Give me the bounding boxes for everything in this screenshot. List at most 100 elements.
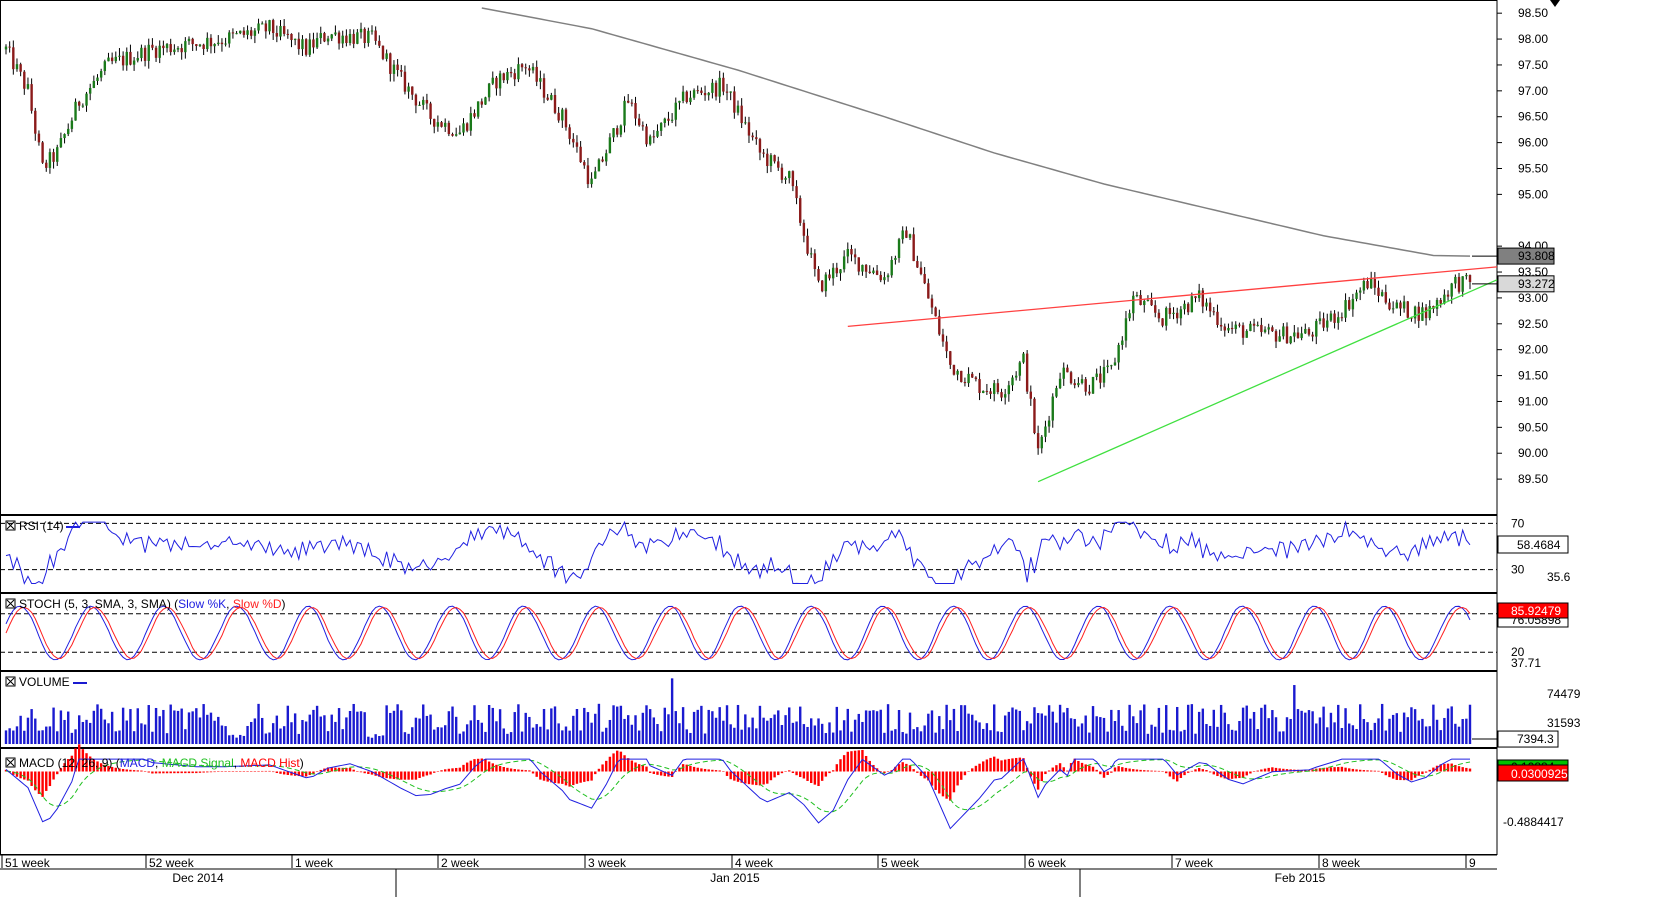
candle (462, 123, 465, 133)
macd-hist-bar (85, 753, 88, 772)
macd-hist-bar (56, 771, 59, 775)
candle (30, 84, 33, 111)
volume-bar (213, 720, 216, 744)
volume-bar (897, 710, 901, 744)
candle (583, 162, 586, 166)
candle (217, 42, 220, 44)
candle (894, 258, 897, 260)
volume-bar (875, 711, 879, 744)
volume-bar (1304, 712, 1307, 744)
volume-bar (857, 713, 860, 744)
volume-bar (945, 704, 948, 744)
candle (868, 271, 871, 273)
macd-hist-bar (1428, 769, 1431, 772)
stoch-collapse-icon[interactable] (5, 598, 16, 609)
candle (67, 128, 70, 135)
candle (1230, 327, 1234, 330)
volume-collapse-icon[interactable] (5, 676, 16, 687)
macd-hist-bar (945, 771, 948, 799)
candle (81, 105, 85, 107)
macd-hist-bar (239, 771, 242, 772)
macd-hist-bar (575, 771, 579, 784)
price-tick-label: 96.50 (1518, 110, 1548, 124)
volume-bar (758, 705, 762, 744)
candle (1267, 327, 1270, 330)
macd-hist-bar (751, 771, 754, 785)
macd-hist-bar (261, 770, 264, 772)
macd-hist-bar (1128, 768, 1131, 772)
volume-bar (242, 735, 246, 744)
macd-hist-bar (30, 771, 33, 786)
candle (1285, 326, 1289, 344)
candle (835, 267, 839, 274)
volume-bar (41, 730, 44, 744)
macd-hist-bar (1168, 771, 1172, 777)
candle (125, 51, 128, 66)
volume-bar (941, 729, 945, 744)
volume-bar (286, 705, 290, 744)
macd-hist-bar (1099, 771, 1102, 775)
macd-hist-bar (568, 771, 571, 787)
macd-hist-bar (436, 771, 440, 772)
macd-hist-bar (1073, 758, 1076, 772)
macd-close-icon (6, 758, 15, 767)
volume-bar (736, 704, 740, 744)
macd-hist-bar (257, 770, 260, 772)
candle (1183, 303, 1186, 310)
volume-bar (1186, 704, 1190, 744)
candle (191, 38, 194, 45)
volume-bar (381, 735, 385, 744)
volume-bar (1172, 730, 1175, 744)
volume-bar (1241, 707, 1245, 744)
volume-bar (1395, 713, 1398, 744)
macd-hist-bar (381, 771, 385, 778)
macd-hist-bar (1230, 771, 1234, 779)
macd-hist-bar (1176, 771, 1179, 782)
macd-collapse-icon[interactable] (5, 757, 16, 768)
price-axis: 98.50 98.00 97.50 97.00 96.50 96.00 95.50 95.00… (1472, 6, 1555, 486)
volume-bar (385, 705, 388, 744)
macd-hist-bar (971, 768, 974, 772)
candle (498, 73, 502, 89)
volume-bar (1014, 709, 1018, 744)
macd-hist-bar (766, 771, 769, 784)
macd-hist-bar (674, 771, 677, 772)
candle (740, 105, 743, 124)
candle (1219, 324, 1223, 327)
volume-bar (586, 712, 590, 744)
candle (897, 239, 901, 259)
rsi-value-box (1497, 535, 1569, 554)
volume-bar (88, 722, 92, 744)
week-label: 8 week (1322, 856, 1361, 870)
macd-hist-bar (1121, 767, 1124, 772)
macd-hist-bar (253, 771, 257, 772)
candle (458, 132, 462, 135)
macd-hist-bar (114, 767, 117, 772)
volume-bar (1102, 717, 1106, 744)
macd-hist-bar (352, 769, 355, 772)
rsi-collapse-icon[interactable] (5, 520, 16, 531)
macd-hist-bar (1263, 768, 1267, 772)
macd-hist-bar (63, 763, 66, 772)
volume-bar (1344, 708, 1347, 744)
macd-hist-bar (1212, 771, 1215, 775)
candle (967, 373, 970, 384)
macd-hist-bar (458, 767, 462, 772)
volume-bar (1223, 712, 1226, 744)
macd-hist-bar (385, 771, 388, 779)
candle (363, 28, 366, 44)
volume-bar (1069, 718, 1073, 744)
macd-hist-bar (967, 771, 970, 772)
candle (88, 87, 92, 94)
macd-hist-bar (513, 769, 516, 772)
candle (1157, 312, 1161, 319)
macd-hist-bar (242, 771, 246, 772)
candle (23, 71, 26, 89)
macd-hist-bar (396, 771, 399, 780)
volume-bar (919, 731, 923, 744)
candle (239, 30, 242, 34)
candle (476, 101, 480, 117)
price-tick-label: 98.00 (1518, 32, 1548, 46)
